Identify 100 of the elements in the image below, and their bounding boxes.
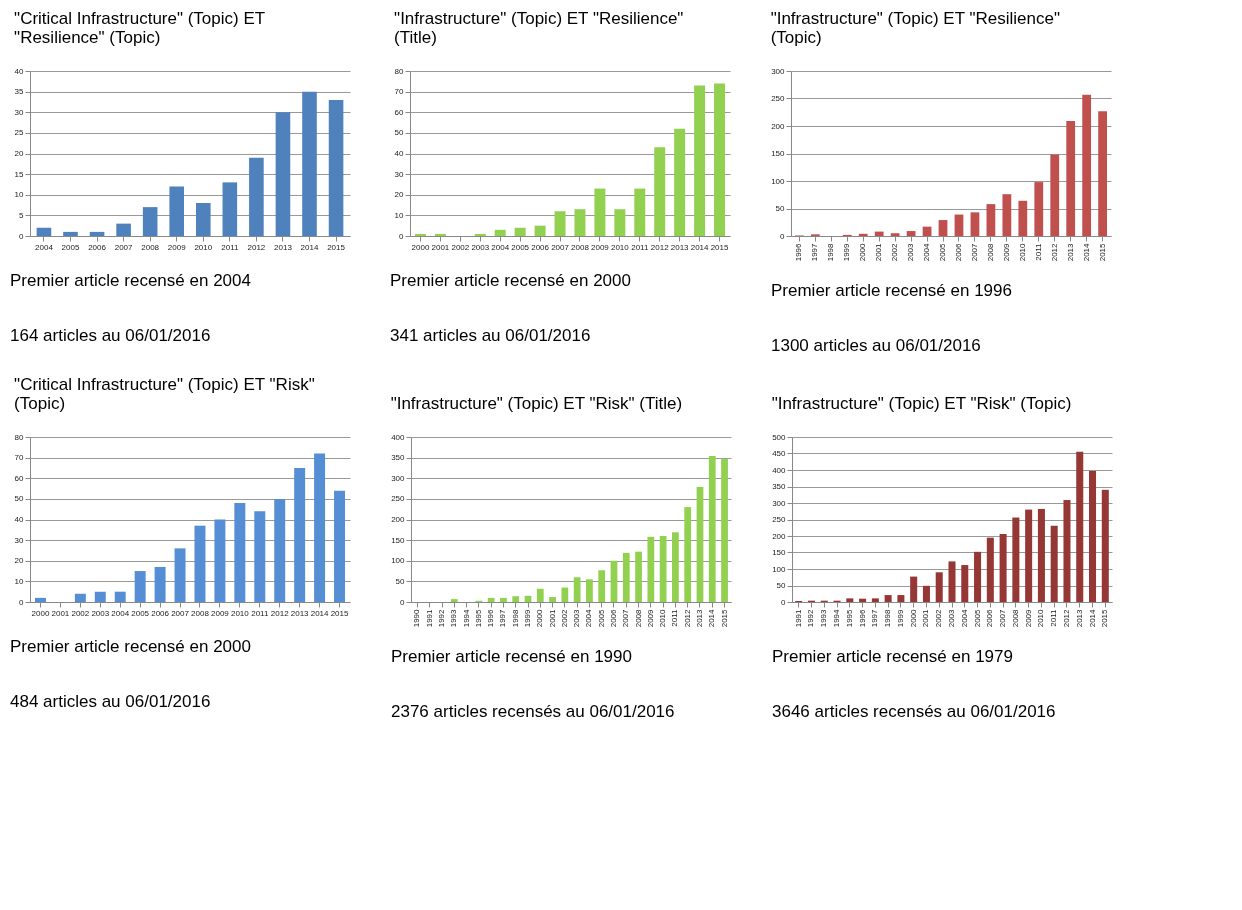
bar xyxy=(214,519,226,602)
y-tick-label: 15 xyxy=(14,169,25,179)
bar xyxy=(659,536,667,602)
x-tick-label: 2003 xyxy=(572,608,582,628)
x-tick-label: 2010 xyxy=(658,608,668,628)
x-tick-label: 2004 xyxy=(959,608,969,628)
y-tick-label: 50 xyxy=(775,204,786,213)
x-tick-label: 2009 xyxy=(645,608,655,628)
chart-title: "Infrastructure" (Topic) ET "Resilience" (Topic) xyxy=(770,9,1060,47)
x-tick-label: 1998 xyxy=(510,608,520,628)
x-tick-label: 2011 xyxy=(221,242,239,252)
bar xyxy=(302,91,317,236)
y-tick-label: 50 xyxy=(394,128,405,138)
bar xyxy=(74,593,86,602)
y-tick-label: 25 xyxy=(14,128,25,138)
y-tick-label: 30 xyxy=(394,169,405,179)
x-tick-label: 2013 xyxy=(694,608,704,628)
y-tick-label: 300 xyxy=(771,66,786,76)
x-tick-label: 2011 xyxy=(631,242,649,252)
bar xyxy=(708,455,716,602)
x-tick-label: 1999 xyxy=(523,608,533,628)
x-tick-label: 1994 xyxy=(832,608,842,628)
x-tick-label: 2003 xyxy=(471,242,490,252)
y-tick-label: 40 xyxy=(14,66,25,76)
x-tick-label: 2011 xyxy=(251,608,269,618)
bar xyxy=(1076,451,1084,602)
x-tick-label: 2008 xyxy=(985,242,995,262)
x-tick-label: 1996 xyxy=(794,242,804,262)
x-tick-label: 2013 xyxy=(1074,608,1084,628)
x-tick-label: 1990 xyxy=(412,608,422,628)
x-tick-label: 2015 xyxy=(719,608,729,628)
x-tick-label: 2007 xyxy=(969,242,979,262)
x-tick-label: 2011 xyxy=(670,608,680,627)
x-tick-label: 2011 xyxy=(1049,608,1059,627)
x-tick-label: 2014 xyxy=(310,608,330,618)
x-tick-label: 2000 xyxy=(31,608,50,618)
x-tick-label: 2003 xyxy=(91,608,110,618)
bar xyxy=(154,566,166,602)
x-tick-label: 1992 xyxy=(806,608,816,628)
bar xyxy=(694,85,706,236)
y-tick-label: 40 xyxy=(14,515,25,524)
bar xyxy=(674,128,686,236)
bar xyxy=(938,220,948,236)
text: Premier article recensé en 2000 xyxy=(390,271,631,290)
bar xyxy=(672,532,679,602)
y-tick-label: 250 xyxy=(772,515,787,524)
x-tick-label: 2008 xyxy=(1010,608,1020,628)
x-tick-label: 2007 xyxy=(551,242,570,252)
bar xyxy=(594,188,606,236)
bar xyxy=(1101,489,1109,602)
bar xyxy=(249,157,264,236)
y-tick-label: 80 xyxy=(14,432,25,442)
bar xyxy=(36,227,52,236)
bar xyxy=(910,576,918,602)
y-tick-label: 50 xyxy=(14,494,25,504)
y-tick-label: 20 xyxy=(394,190,405,200)
y-tick-label: 10 xyxy=(14,190,25,200)
bar xyxy=(500,597,507,602)
bar xyxy=(890,233,900,236)
y-tick-label: 350 xyxy=(772,482,787,491)
x-tick-label: 2002 xyxy=(890,242,900,262)
bar xyxy=(935,572,943,602)
x-tick-label: 1998 xyxy=(826,242,836,262)
bar xyxy=(598,570,606,602)
bar xyxy=(536,588,544,602)
y-tick-label: 100 xyxy=(772,564,787,574)
x-tick-label: 1999 xyxy=(842,242,852,262)
y-tick-label: 35 xyxy=(14,87,25,97)
bar xyxy=(859,598,867,602)
y-tick-label: 150 xyxy=(391,535,406,545)
x-tick-label: 2015 xyxy=(710,242,729,252)
y-tick-label: 0 xyxy=(399,231,405,241)
x-tick-label: 2014 xyxy=(690,242,710,252)
bar xyxy=(222,182,238,236)
x-tick-label: 2002 xyxy=(71,608,90,618)
y-tick-label: 0 xyxy=(19,231,25,241)
x-tick-label: 2014 xyxy=(707,608,717,628)
x-tick-label: 1997 xyxy=(810,242,820,262)
bar xyxy=(1012,517,1020,602)
y-tick-label: 100 xyxy=(771,176,786,186)
x-tick-label: 2013 xyxy=(274,242,293,252)
x-tick-label: 1991 xyxy=(424,608,434,628)
bar xyxy=(63,231,78,236)
bar xyxy=(134,571,146,602)
bar xyxy=(169,186,185,236)
bar xyxy=(1025,509,1033,602)
text: Premier article recensé en 1979 xyxy=(772,647,1013,666)
bar xyxy=(328,99,344,236)
x-tick-label: 2014 xyxy=(1087,608,1097,628)
x-tick-label: 2009 xyxy=(167,242,187,252)
y-tick-label: 0 xyxy=(400,597,406,607)
y-tick-label: 60 xyxy=(394,107,405,117)
x-tick-label: 2009 xyxy=(211,608,230,618)
x-tick-label: 2012 xyxy=(682,608,692,628)
x-tick-label: 1996 xyxy=(857,608,867,628)
x-tick-label: 2007 xyxy=(998,608,1008,628)
bar xyxy=(194,525,206,602)
x-tick-label: 2009 xyxy=(1023,608,1033,628)
x-tick-label: 2001 xyxy=(431,242,450,252)
text: Premier article recensé en 1996 xyxy=(771,281,1012,300)
